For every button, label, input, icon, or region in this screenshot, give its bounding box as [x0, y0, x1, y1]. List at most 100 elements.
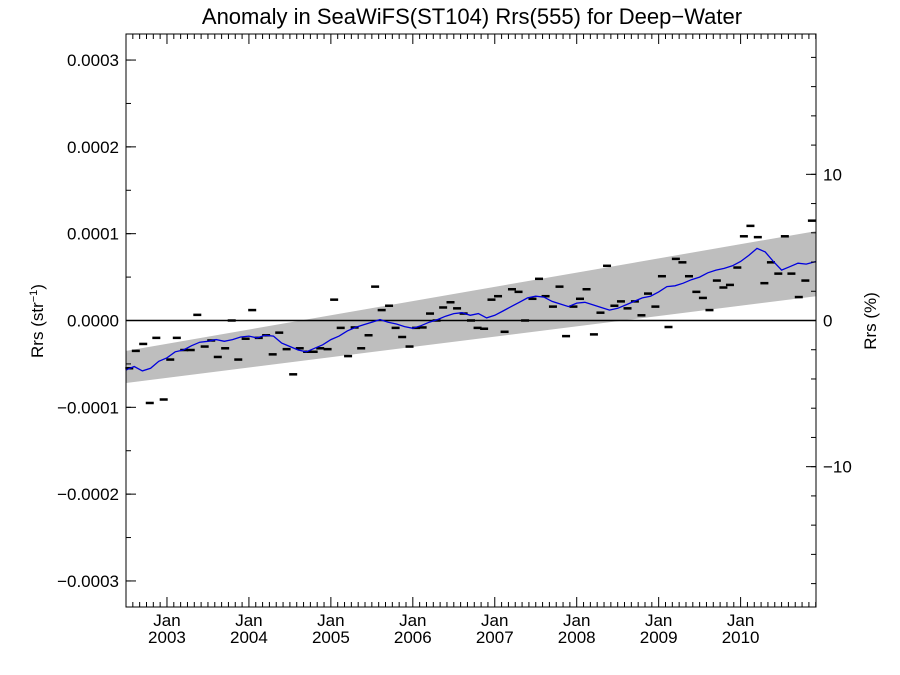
- data-point: [651, 305, 660, 308]
- x-axis-minor-ticks: [125, 34, 817, 607]
- data-point: [500, 330, 509, 334]
- data-point: [521, 319, 530, 322]
- y-axis-label-sup: −1: [28, 290, 40, 303]
- data-point: [446, 301, 455, 304]
- data-point: [684, 274, 693, 278]
- data-point: [780, 235, 789, 238]
- data-point: [131, 349, 140, 353]
- data-point: [398, 335, 407, 339]
- data-point: [507, 287, 516, 291]
- data-point: [453, 307, 462, 310]
- data-point: [616, 300, 625, 303]
- data-point: [589, 333, 598, 336]
- data-point: [596, 311, 605, 314]
- data-point: [692, 290, 701, 294]
- x-tick-month: Jan: [235, 611, 262, 630]
- data-point: [733, 266, 742, 269]
- data-point: [193, 313, 202, 317]
- data-point: [371, 285, 380, 288]
- data-point: [535, 277, 544, 281]
- x-tick-year: 2006: [394, 628, 432, 647]
- data-point: [528, 297, 537, 301]
- data-point: [268, 353, 277, 356]
- data-point: [152, 336, 161, 340]
- data-point: [480, 327, 489, 330]
- data-point: [555, 285, 564, 288]
- data-point: [330, 298, 339, 301]
- data-point: [357, 347, 366, 350]
- data-point: [234, 358, 243, 361]
- smoothed-series-line: [125, 247, 817, 372]
- x-tick-year: 2009: [640, 628, 678, 647]
- data-point: [774, 272, 783, 275]
- x-tick-month: Jan: [317, 611, 344, 630]
- y-tick-label: 0.0003: [67, 51, 119, 70]
- data-point: [657, 274, 666, 278]
- x-tick-month: Jan: [153, 611, 180, 630]
- x-tick-year: 2005: [312, 628, 350, 647]
- data-point: [227, 319, 236, 322]
- y-tick-label: 0.0000: [67, 312, 119, 331]
- y2-axis-ticks: 10 0 −10: [806, 56, 852, 585]
- data-point: [145, 401, 154, 405]
- x-tick-month: Jan: [645, 611, 672, 630]
- data-point: [562, 334, 571, 338]
- data-point: [603, 264, 612, 268]
- data-point: [794, 295, 803, 299]
- data-point: [159, 398, 168, 401]
- data-point: [766, 261, 775, 264]
- data-point: [385, 304, 394, 307]
- data-point: [671, 257, 680, 261]
- data-point: [391, 326, 400, 330]
- data-point: [200, 345, 209, 348]
- data-point: [637, 314, 646, 317]
- data-point: [807, 219, 816, 222]
- data-point: [644, 292, 653, 295]
- data-point: [705, 308, 714, 312]
- x-tick-year: 2008: [558, 628, 596, 647]
- data-point: [377, 308, 386, 312]
- data-point: [487, 298, 496, 301]
- data-point: [801, 279, 810, 282]
- x-tick-month: Jan: [563, 611, 590, 630]
- data-point: [719, 286, 728, 289]
- y2-tick-label: 10: [823, 165, 842, 184]
- y-tick-label: −0.0003: [57, 572, 119, 591]
- data-point: [760, 281, 769, 285]
- y2-axis-label: Rrs (%): [861, 292, 880, 350]
- data-point: [213, 355, 222, 359]
- data-point: [473, 326, 482, 330]
- data-point: [678, 261, 687, 264]
- data-point: [426, 312, 435, 315]
- data-point: [725, 283, 734, 287]
- data-point: [746, 224, 755, 228]
- data-point: [172, 336, 181, 340]
- x-tick-year: 2004: [230, 628, 268, 647]
- data-point: [610, 304, 619, 307]
- data-point: [221, 347, 230, 350]
- y-tick-label: −0.0002: [57, 485, 119, 504]
- data-point: [494, 294, 503, 298]
- y-tick-label: 0.0002: [67, 138, 119, 157]
- data-point: [282, 347, 291, 351]
- data-point: [698, 296, 707, 300]
- data-point: [712, 279, 721, 282]
- data-point: [166, 358, 175, 361]
- x-tick-year: 2007: [476, 628, 514, 647]
- data-point: [275, 331, 284, 334]
- data-point: [289, 373, 298, 376]
- data-point: [739, 235, 748, 238]
- data-point: [139, 342, 148, 346]
- data-point: [186, 348, 195, 352]
- x-tick-month: Jan: [481, 611, 508, 630]
- data-point: [344, 354, 353, 358]
- data-point: [467, 319, 475, 322]
- y-axis-label: Rrs (str−1): [28, 284, 47, 358]
- data-point: [787, 272, 796, 275]
- plot-area: [125, 219, 817, 405]
- data-point: [336, 326, 345, 330]
- y-axis-label-tail: ): [28, 284, 47, 290]
- data-point: [248, 308, 257, 312]
- x-tick-year: 2010: [722, 628, 760, 647]
